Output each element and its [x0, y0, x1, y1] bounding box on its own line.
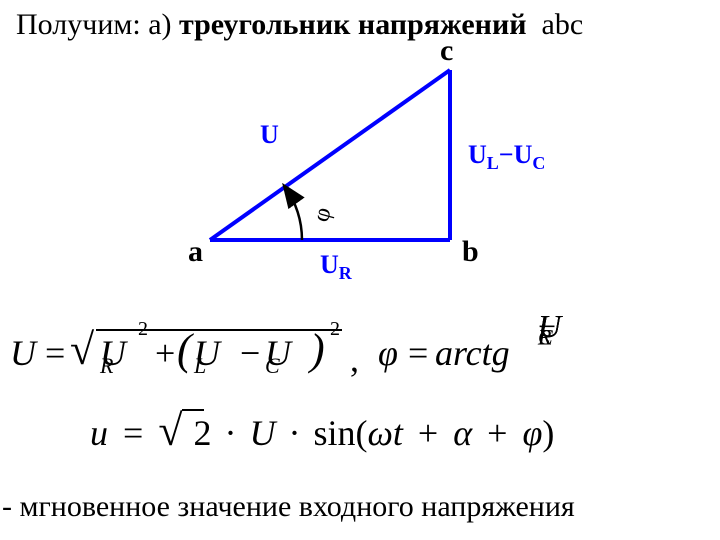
title-suffix: abc	[542, 8, 584, 41]
f1-minus: −	[240, 332, 260, 374]
formula-u-phi: U = √ UR 2 + ( UL − UC ) 2 , φ = arctg U…	[10, 310, 710, 390]
f2-alpha: α	[453, 413, 472, 453]
f2-plus: +	[418, 413, 438, 453]
f1-sqrt-bar	[96, 329, 342, 331]
f1-arctg: arctg	[435, 332, 510, 374]
frac-den-UR: UR	[538, 310, 551, 348]
hypotenuse-label: U	[260, 120, 279, 150]
base-label-u: U	[320, 250, 339, 279]
f1-UC: UC	[265, 332, 280, 379]
f2-u: u	[90, 413, 108, 453]
f1-plus: +	[155, 332, 175, 374]
f2-phi: φ	[522, 413, 542, 453]
right-ul: U	[468, 140, 487, 169]
f2-sin: sin(	[313, 413, 367, 453]
f2-sqrt-bar	[182, 409, 204, 411]
vertex-c-label: c	[440, 34, 453, 68]
right-minus: −	[499, 140, 514, 169]
title-prefix: Получим: а)	[16, 8, 179, 41]
f2-two: 2	[193, 413, 211, 453]
voltage-triangle-diagram: a b c U UR UL−UC φ	[150, 40, 600, 290]
f2-t: t	[393, 413, 403, 453]
f2-eq: =	[123, 413, 143, 453]
f1-UR-sq: 2	[138, 318, 148, 341]
f2-dot: ·	[224, 413, 236, 453]
angle-arc	[285, 187, 302, 240]
f2-omega: ω	[367, 413, 392, 453]
f1-U: U	[10, 332, 36, 374]
vertex-a-label: a	[188, 235, 203, 269]
f2-close: )	[542, 413, 554, 453]
f1-lpar: (	[177, 324, 192, 375]
base-label: UR	[320, 250, 352, 284]
caption-text: - мгновенное значение входного напряжени…	[2, 490, 575, 524]
f1-paren-sq: 2	[330, 318, 340, 341]
base-label-sub: R	[339, 263, 352, 283]
page-title: Получим: а) треугольник напряжений abc	[16, 8, 583, 42]
f1-phi: φ	[378, 332, 398, 374]
f1-comma: ,	[350, 338, 359, 380]
f1-rpar: )	[310, 324, 325, 375]
f1-eq: =	[45, 332, 65, 374]
vertex-b-label: b	[462, 235, 479, 269]
right-ul-sub: L	[487, 153, 499, 173]
f2-dot2: ·	[288, 413, 300, 453]
right-side-label: UL−UC	[468, 140, 545, 174]
right-uc-sub: C	[532, 153, 545, 173]
title-bold: треугольник напряжений	[179, 8, 527, 41]
f1-sqrt: √	[70, 324, 94, 375]
f1-eq2: =	[408, 332, 428, 374]
f1-UL: UL	[194, 332, 206, 379]
right-uc: U	[514, 140, 533, 169]
f2-plus2: +	[487, 413, 507, 453]
f2-U: U	[249, 413, 275, 453]
f2-sqrt: √	[158, 406, 182, 455]
f1-UR: UR	[100, 332, 113, 379]
formula-instant-u: u = √ 2 · U · sin(ωt + α + φ)	[90, 405, 630, 455]
